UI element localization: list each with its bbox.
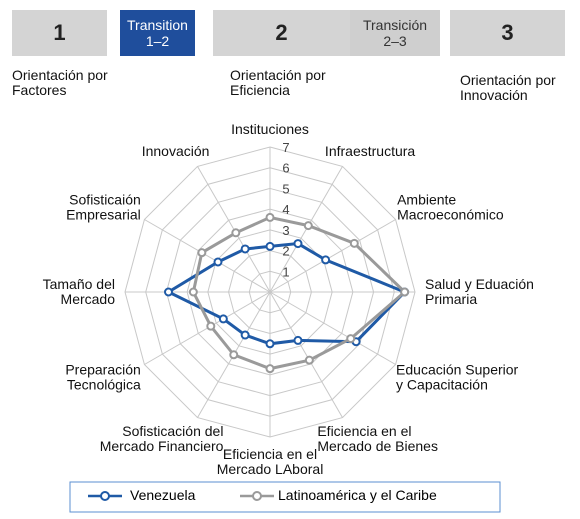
data-point	[293, 239, 303, 249]
data-point	[240, 330, 250, 340]
axis-label: Salud y Eduación Primaria	[425, 276, 534, 307]
axis-label: Sofisticaión Empresarial	[66, 191, 141, 222]
legend-marker	[252, 491, 262, 501]
data-point	[218, 314, 228, 324]
axis-label: Infraestructura	[324, 142, 416, 159]
data-point	[303, 221, 313, 231]
axis-label: Ambiente Macroeconómico	[397, 191, 504, 222]
stage-box: 2	[213, 10, 350, 56]
axis-label: Eficiencia en el Mercado de Bienes	[317, 423, 438, 455]
data-point	[346, 334, 356, 344]
stage-box: 1	[12, 10, 107, 56]
stage-box: 3	[450, 10, 565, 56]
data-point	[164, 287, 173, 297]
data-point	[231, 228, 241, 238]
data-point	[265, 212, 275, 222]
axis-label: Sofisticación del Mercado Financiero	[99, 423, 224, 455]
legend-marker	[100, 491, 110, 501]
axis-label: Eficiencia en el Mercado LAboral	[216, 446, 324, 477]
axis-label: Preparación Tecnológica	[65, 361, 141, 392]
axis-label: Instituciones	[231, 121, 309, 137]
stage-box: Transition 1–2	[120, 10, 195, 56]
r-tick-label: 4	[282, 202, 289, 217]
r-tick-label: 6	[282, 161, 289, 176]
axis-spoke	[144, 219, 271, 293]
data-point	[213, 257, 223, 267]
data-point	[293, 335, 303, 345]
axis-spoke	[269, 219, 396, 293]
axis-spoke	[269, 291, 396, 365]
axis-spoke	[269, 291, 343, 418]
data-point	[206, 321, 216, 331]
legend-box	[69, 481, 501, 513]
data-point	[240, 244, 250, 254]
r-tick-label: 7	[282, 140, 289, 155]
data-point	[265, 339, 275, 349]
r-tick-label: 2	[282, 244, 289, 259]
data-point	[229, 350, 239, 360]
r-tick-label: 3	[282, 223, 289, 238]
orientation-label: Orientación por Eficiencia	[230, 67, 326, 98]
orientation-label: Orientación por Innovación	[460, 72, 556, 103]
stage-box: Transición 2–3	[350, 10, 440, 56]
data-point	[188, 287, 198, 297]
data-point	[265, 364, 275, 374]
legend-label: Latinoamérica y el Caribe	[278, 487, 437, 503]
data-point	[265, 241, 275, 251]
axis-label: Tamaño del Mercado	[42, 276, 115, 307]
data-point	[321, 255, 331, 265]
r-tick-label: 5	[282, 181, 289, 196]
axis-label: Innovación	[141, 142, 210, 159]
data-point	[304, 355, 314, 365]
data-point	[400, 287, 410, 297]
axis-label: Educación Superior y Capacitación	[396, 361, 519, 392]
orientation-label: Orientación por Factores	[12, 67, 108, 98]
data-point	[197, 248, 207, 258]
data-point	[349, 238, 359, 248]
r-tick-label: 1	[282, 264, 289, 279]
legend-label: Venezuela	[130, 487, 196, 503]
